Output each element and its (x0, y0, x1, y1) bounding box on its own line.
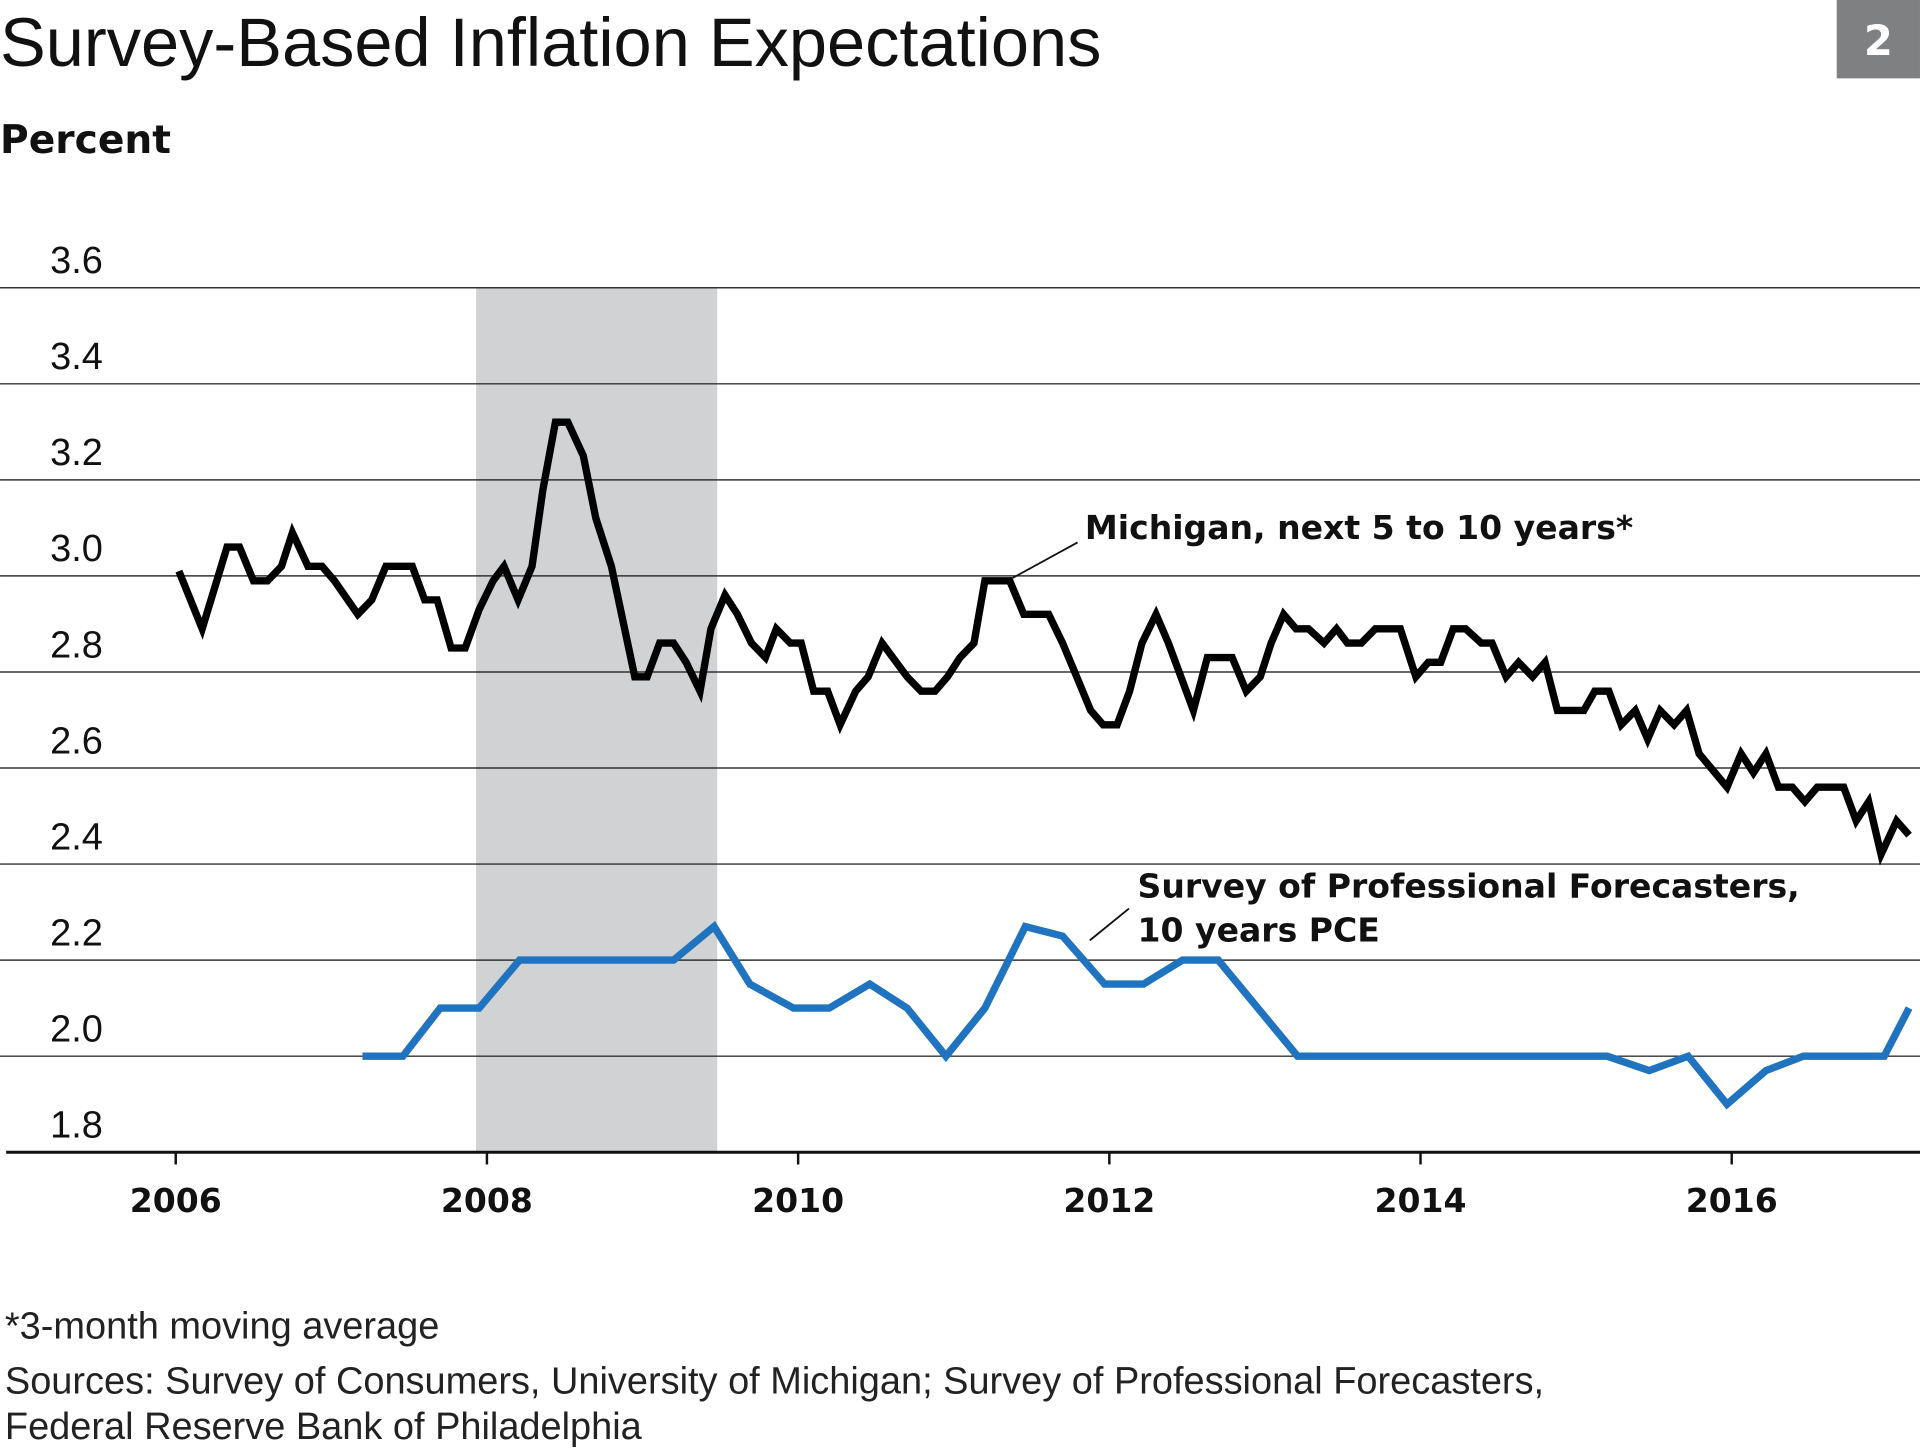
y-axis-label: Percent (0, 118, 171, 163)
recession-shade (476, 287, 718, 1153)
y-tick-label: 3.6 (50, 240, 103, 282)
y-tick-label: 2.2 (50, 912, 103, 954)
x-tick-label: 2010 (752, 1181, 844, 1220)
y-tick-label: 3.4 (50, 336, 103, 378)
y-tick-label: 3.2 (50, 432, 103, 474)
leader-line (1012, 541, 1078, 579)
y-tick-label: 2.4 (50, 816, 103, 858)
y-tick-label: 3.0 (50, 528, 103, 570)
x-tick-label: 2006 (130, 1181, 222, 1220)
footnote: *3-month moving average (5, 1305, 439, 1347)
y-tick-label: 2.6 (50, 720, 103, 762)
leader-line (1089, 907, 1130, 942)
y-tick-label: 2.8 (50, 624, 103, 666)
figure-badge (1836, 0, 1920, 79)
x-tick-label: 2008 (441, 1181, 533, 1220)
x-tick-label: 2016 (1686, 1181, 1778, 1220)
source: Federal Reserve Bank of Philadelphia (5, 1406, 643, 1448)
y-tick-label: 1.8 (50, 1105, 103, 1147)
x-tick-label: 2014 (1375, 1181, 1467, 1220)
series-line (362, 921, 1913, 1110)
source: Sources: Survey of Consumers, University… (5, 1360, 1544, 1402)
chart-title: Survey-Based Inflation Expectations (0, 4, 1101, 81)
y-tick-label: 2.0 (50, 1008, 103, 1050)
x-tick-label: 2012 (1063, 1181, 1155, 1220)
series-label: Survey of Professional Forecasters, 10 y… (1138, 867, 1812, 950)
series-label: Michigan, next 5 to 10 years* (1085, 508, 1633, 547)
series-line (175, 418, 1912, 866)
figure-number: 2 (1864, 16, 1893, 65)
